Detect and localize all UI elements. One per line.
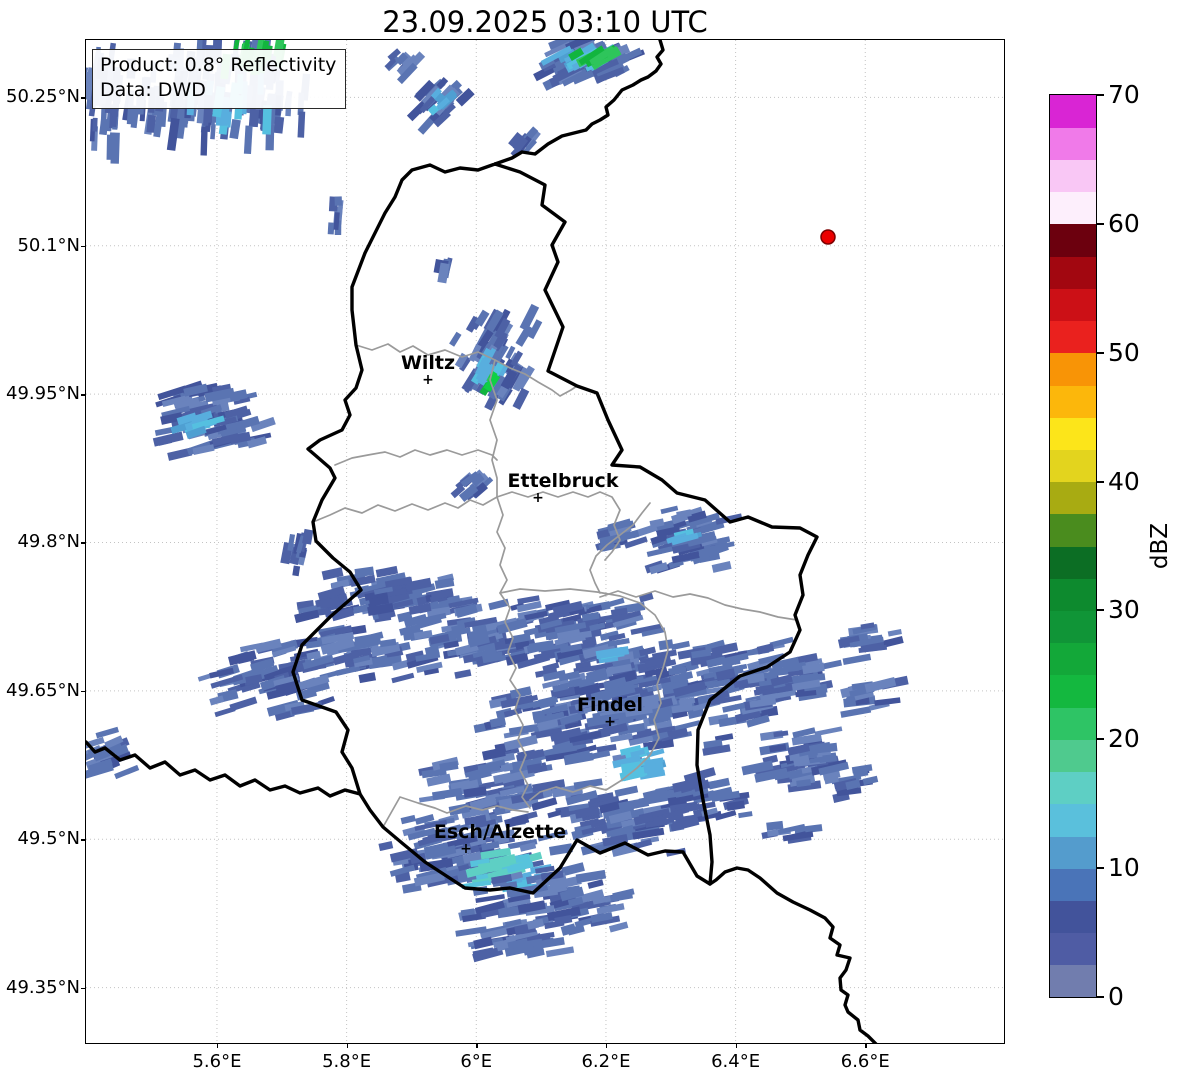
y-tick-mark: [81, 394, 86, 396]
colorbar-tick-mark: [1096, 996, 1104, 998]
city-marker: +: [532, 490, 544, 506]
colorbar-segment: [1050, 835, 1096, 869]
x-tick-label: 5.8°E: [322, 1051, 372, 1072]
colorbar-segment: [1050, 223, 1096, 257]
colorbar-tick-mark: [1096, 609, 1104, 612]
y-tick-label: 50.1°N: [17, 234, 80, 256]
colorbar-tick-label: 40: [1108, 466, 1140, 496]
colorbar-segment: [1050, 288, 1096, 322]
y-tick-mark: [81, 690, 86, 693]
y-tick-label: 49.65°N: [6, 679, 80, 701]
colorbar-segment: [1050, 384, 1096, 418]
colorbar-segment: [1050, 417, 1096, 450]
x-tick-mark: [346, 1043, 348, 1048]
colorbar-segment: [1050, 642, 1096, 676]
product-info-box: Product: 0.8° Reflectivity Data: DWD: [92, 49, 347, 110]
y-tick-label: 49.5°N: [17, 828, 80, 850]
product-line: Product: 0.8° Reflectivity: [100, 54, 337, 76]
colorbar-axis-label: dBZ: [1147, 522, 1173, 570]
y-tick-label: 49.8°N: [17, 531, 80, 553]
colorbar-tick-mark: [1096, 351, 1104, 354]
colorbar-tick-label: 50: [1108, 337, 1140, 367]
colorbar-segment: [1050, 610, 1096, 644]
city-label: Wiltz: [401, 352, 455, 374]
colorbar-segment: [1050, 191, 1096, 225]
city-label: Ettelbruck: [508, 470, 619, 492]
colorbar-tick-label: 30: [1108, 595, 1140, 625]
map-plot-area: Wiltz + Ettelbruck + Findel + Esch/Alzette +: [76, 25, 1004, 1047]
colorbar-segment: [1050, 803, 1096, 837]
y-tick-mark: [81, 839, 86, 841]
colorbar-segment: [1050, 513, 1096, 547]
colorbar-segment: [1050, 159, 1096, 193]
city-marker: +: [422, 372, 434, 388]
y-tick-mark: [81, 97, 86, 99]
colorbar-segment: [1050, 578, 1096, 612]
radar-map-canvas: Wiltz+Ettelbruck+Findel+Esch/Alzette+: [76, 25, 1004, 1047]
colorbar-frame: [1049, 94, 1097, 998]
x-tick-mark: [865, 1043, 867, 1048]
colorbar-segment: [1050, 900, 1096, 934]
colorbar: [1050, 95, 1096, 998]
x-tick-mark: [476, 1043, 478, 1048]
city-marker: +: [460, 841, 472, 857]
colorbar-tick-mark: [1096, 222, 1104, 225]
y-tick-label: 49.95°N: [6, 383, 80, 405]
x-tick-label: 5.6°E: [192, 1051, 242, 1072]
x-tick-mark: [216, 1043, 219, 1048]
city-label: Findel: [577, 694, 643, 716]
colorbar-tick-label: 20: [1108, 724, 1140, 754]
colorbar-segment: [1050, 771, 1096, 805]
x-tick-label: 6°E: [460, 1051, 493, 1072]
colorbar-segment: [1050, 707, 1096, 740]
y-tick-label: 49.35°N: [6, 976, 80, 998]
colorbar-tick-mark: [1096, 480, 1104, 483]
x-tick-label: 6.4°E: [711, 1051, 761, 1072]
page-title: 23.09.2025 03:10 UTC: [382, 5, 708, 39]
x-tick-label: 6.2°E: [581, 1051, 631, 1072]
y-tick-mark: [81, 542, 86, 544]
colorbar-segment: [1050, 546, 1096, 579]
x-tick-label: 6.6°E: [840, 1051, 890, 1072]
colorbar-segment: [1050, 739, 1096, 773]
colorbar-segment: [1050, 256, 1096, 289]
colorbar-tick-mark: [1096, 867, 1104, 870]
colorbar-segment: [1050, 352, 1096, 386]
y-tick-mark: [81, 987, 86, 989]
colorbar-tick-label: 60: [1108, 208, 1140, 238]
radar-site-dot: [820, 229, 836, 245]
x-tick-mark: [605, 1043, 608, 1048]
y-tick-mark: [81, 245, 86, 248]
city-label: Esch/Alzette: [434, 821, 566, 843]
colorbar-segment: [1050, 932, 1096, 966]
colorbar-segment: [1050, 449, 1096, 483]
colorbar-tick-label: 70: [1108, 80, 1140, 109]
colorbar-tick-label: 10: [1108, 853, 1140, 883]
colorbar-tick-mark: [1096, 738, 1104, 741]
colorbar-segment: [1050, 95, 1096, 128]
colorbar-tick-mark: [1096, 94, 1104, 96]
y-tick-label: 50.25°N: [6, 86, 80, 108]
colorbar-tick-label: 0: [1108, 982, 1124, 1011]
city-marker: +: [604, 714, 616, 730]
colorbar-segment: [1050, 674, 1096, 708]
colorbar-segment: [1050, 127, 1096, 161]
data-source-line: Data: DWD: [100, 79, 206, 102]
colorbar-segment: [1050, 320, 1096, 354]
colorbar-segment: [1050, 964, 1096, 998]
colorbar-segment: [1050, 868, 1096, 901]
colorbar-segment: [1050, 481, 1096, 515]
x-tick-mark: [735, 1043, 737, 1048]
